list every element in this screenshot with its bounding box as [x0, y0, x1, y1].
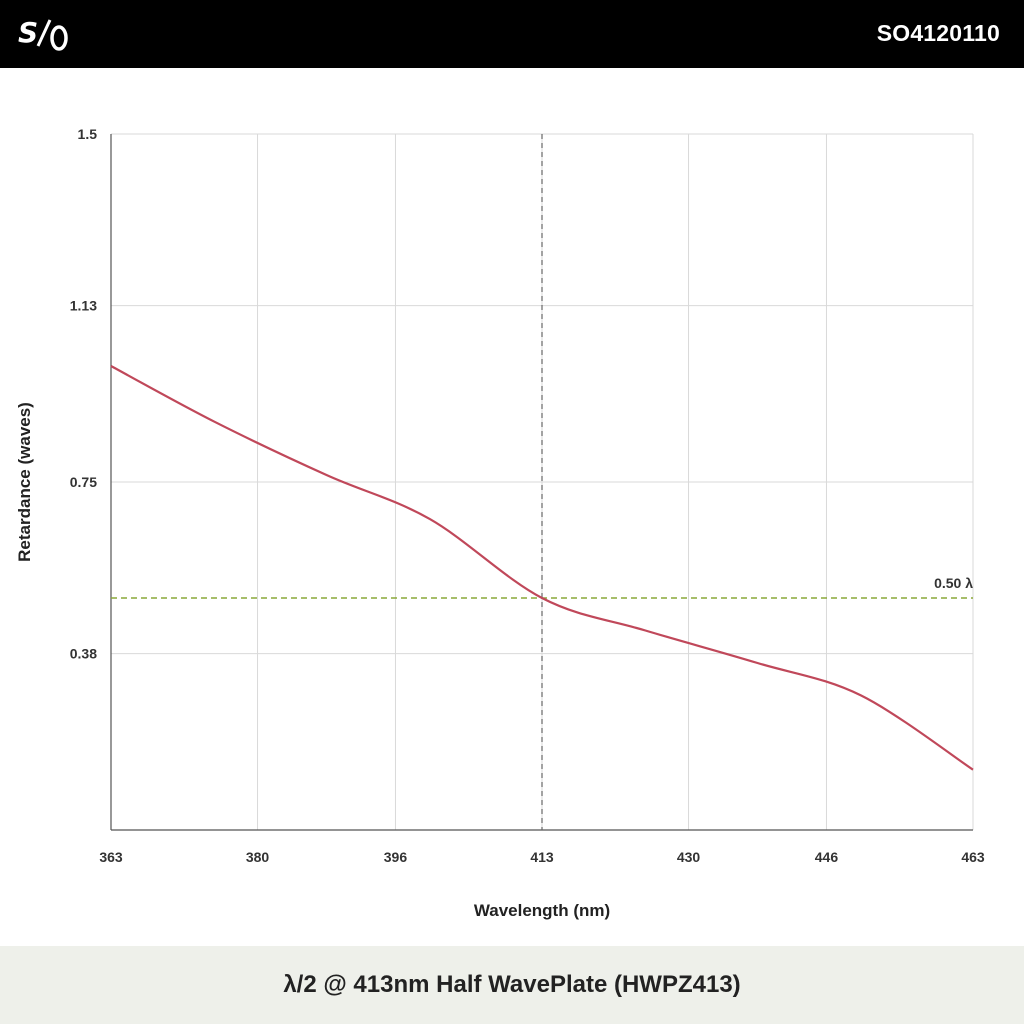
data-series [110, 365, 974, 771]
x-tick-label-1: 380 [246, 849, 270, 865]
x-tick-label-6: 463 [961, 849, 985, 865]
svg-text:S: S [18, 16, 38, 49]
y-tick-label-2: 1.13 [70, 298, 97, 314]
footer-bar: λ/2 @ 413nm Half WavePlate (HWPZ413) [0, 946, 1024, 1024]
x-tick-label-2: 396 [384, 849, 408, 865]
y-axis-label: Retardance (waves) [15, 402, 34, 562]
x-tick-label-4: 430 [677, 849, 701, 865]
x-axis-label: Wavelength (nm) [474, 901, 610, 920]
x-tick-label-3: 413 [530, 849, 554, 865]
x-tick-label-0: 363 [99, 849, 123, 865]
grid-lines [110, 133, 974, 830]
product-title: λ/2 @ 413nm Half WavePlate (HWPZ413) [283, 971, 741, 998]
header-bar: S SO4120110 [0, 0, 1024, 68]
x-tick-label-5: 446 [815, 849, 839, 865]
y-tick-label-3: 1.5 [78, 126, 98, 142]
reference-line-label: 0.50 λ [934, 575, 973, 591]
chart-area: 0.38 0.75 1.13 1.5 363 380 396 413 430 446 463 0.… [0, 68, 1024, 946]
x-tick-labels: 363 380 396 413 430 446 463 [99, 849, 985, 865]
y-tick-label-1: 0.75 [70, 474, 97, 490]
y-tick-label-0: 0.38 [70, 646, 97, 662]
y-tick-labels: 0.38 0.75 1.13 1.5 [70, 126, 97, 662]
so-logo-icon: S [18, 16, 68, 51]
retardance-series-line [110, 365, 974, 771]
part-number: SO4120110 [876, 20, 1000, 46]
retardance-chart: 0.38 0.75 1.13 1.5 363 380 396 413 430 446 463 0.… [15, 126, 985, 920]
